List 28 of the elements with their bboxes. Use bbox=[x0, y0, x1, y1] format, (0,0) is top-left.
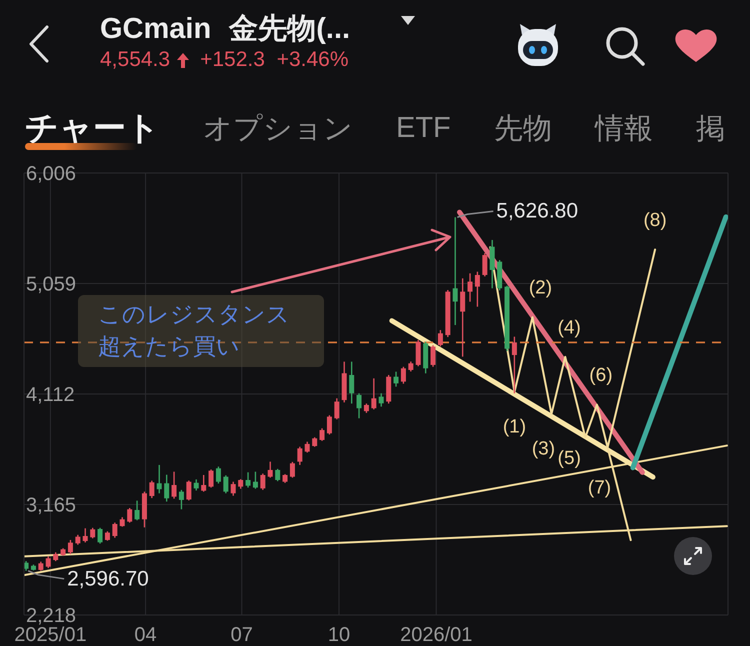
annotation: (2) bbox=[528, 278, 552, 299]
annotation: 2,596.70 bbox=[67, 567, 149, 590]
x-tick-label: 10 bbox=[328, 624, 350, 646]
text: 情報 bbox=[594, 112, 653, 146]
annotation: (3) bbox=[532, 438, 556, 460]
text: 先物 bbox=[494, 112, 552, 146]
text: ETF bbox=[396, 112, 451, 145]
chart-title: GCmain 金先物(... bbox=[100, 13, 350, 45]
text: チャート bbox=[25, 108, 160, 148]
annotation: (6) bbox=[589, 365, 613, 386]
annotation: (1) bbox=[502, 416, 526, 438]
annotation: 5,626.80 bbox=[496, 200, 578, 223]
x-tick-label: 2026/01 bbox=[400, 624, 472, 646]
text: 掲 bbox=[696, 112, 725, 146]
text: 4,554.3 +152.3 +3.46% bbox=[100, 48, 349, 71]
y-tick-label: 5,059 bbox=[26, 274, 76, 296]
text: オプション bbox=[203, 112, 353, 146]
annotation: (8) bbox=[643, 210, 667, 232]
note-box: このレジスタンス超えたら買い bbox=[78, 295, 324, 367]
y-tick-label: 4,112 bbox=[26, 384, 75, 406]
x-tick-label: 07 bbox=[230, 624, 253, 646]
annotation: このレジスタンス超えたら買い bbox=[98, 301, 290, 359]
annotation: (4) bbox=[558, 317, 581, 338]
annotation: (5) bbox=[558, 448, 581, 469]
annotation: (7) bbox=[588, 477, 612, 498]
y-tick-label: 3,165 bbox=[26, 494, 76, 517]
y-tick-label: 6,006 bbox=[26, 163, 76, 186]
x-tick-label: 04 bbox=[134, 624, 157, 646]
